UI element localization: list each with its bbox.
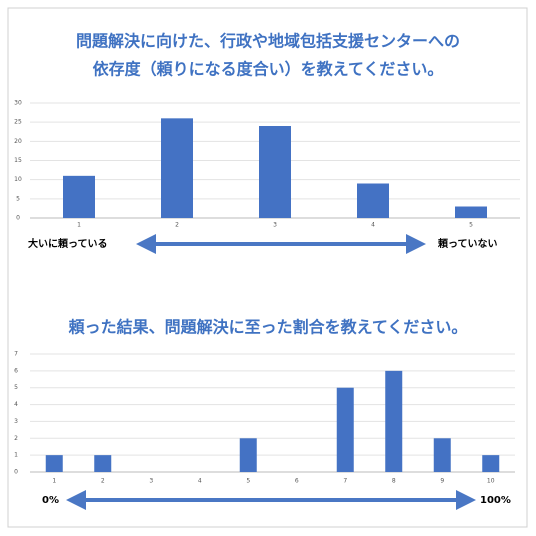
bar [482, 455, 500, 472]
annotation: 頼っていない [437, 237, 498, 250]
y-tick-label: 0 [16, 215, 20, 222]
annotation: 100% [480, 495, 511, 506]
y-tick-label: 5 [14, 384, 18, 391]
y-tick-label: 3 [14, 418, 18, 425]
bar [259, 126, 291, 218]
bar [336, 387, 354, 472]
bar [239, 438, 257, 472]
x-tick-label: 5 [469, 222, 473, 229]
x-tick-label: 3 [149, 478, 153, 485]
x-tick-label: 4 [371, 222, 375, 229]
x-tick-label: 6 [295, 478, 299, 485]
y-tick-label: 6 [14, 367, 18, 374]
chart-title: 頼った結果、問題解決に至った割合を教えてください。 [69, 318, 468, 337]
chart-title: 依存度（頼りになる度合い）を教えてください。 [93, 60, 444, 79]
bar [94, 455, 112, 472]
y-tick-label: 2 [14, 435, 18, 442]
x-tick-label: 9 [440, 478, 444, 485]
y-tick-label: 25 [14, 119, 22, 126]
bar [161, 118, 193, 218]
bar [455, 206, 487, 218]
bar [433, 438, 451, 472]
bar [45, 455, 63, 472]
y-tick-label: 0 [14, 469, 18, 476]
y-tick-label: 15 [14, 157, 22, 164]
x-tick-label: 1 [52, 478, 56, 485]
x-tick-label: 4 [198, 478, 202, 485]
y-tick-label: 30 [14, 100, 22, 107]
chart-title: 問題解決に向けた、行政や地域包括支援センターへの [76, 32, 460, 51]
bar [357, 183, 389, 218]
y-tick-label: 5 [16, 195, 20, 202]
x-tick-label: 1 [77, 222, 81, 229]
bar [385, 370, 403, 472]
x-tick-label: 2 [101, 478, 105, 485]
x-tick-label: 10 [487, 478, 495, 485]
x-tick-label: 3 [273, 222, 277, 229]
x-tick-label: 5 [246, 478, 250, 485]
x-tick-label: 8 [392, 478, 396, 485]
x-tick-label: 2 [175, 222, 179, 229]
y-tick-label: 20 [14, 138, 22, 145]
y-tick-label: 7 [14, 351, 18, 358]
y-tick-label: 4 [14, 401, 18, 408]
annotation: 0% [42, 495, 59, 506]
y-tick-label: 1 [14, 452, 18, 459]
annotation: 大いに頼っている [28, 237, 108, 250]
y-tick-label: 10 [14, 176, 22, 183]
x-tick-label: 7 [343, 478, 347, 485]
bar [63, 175, 95, 218]
